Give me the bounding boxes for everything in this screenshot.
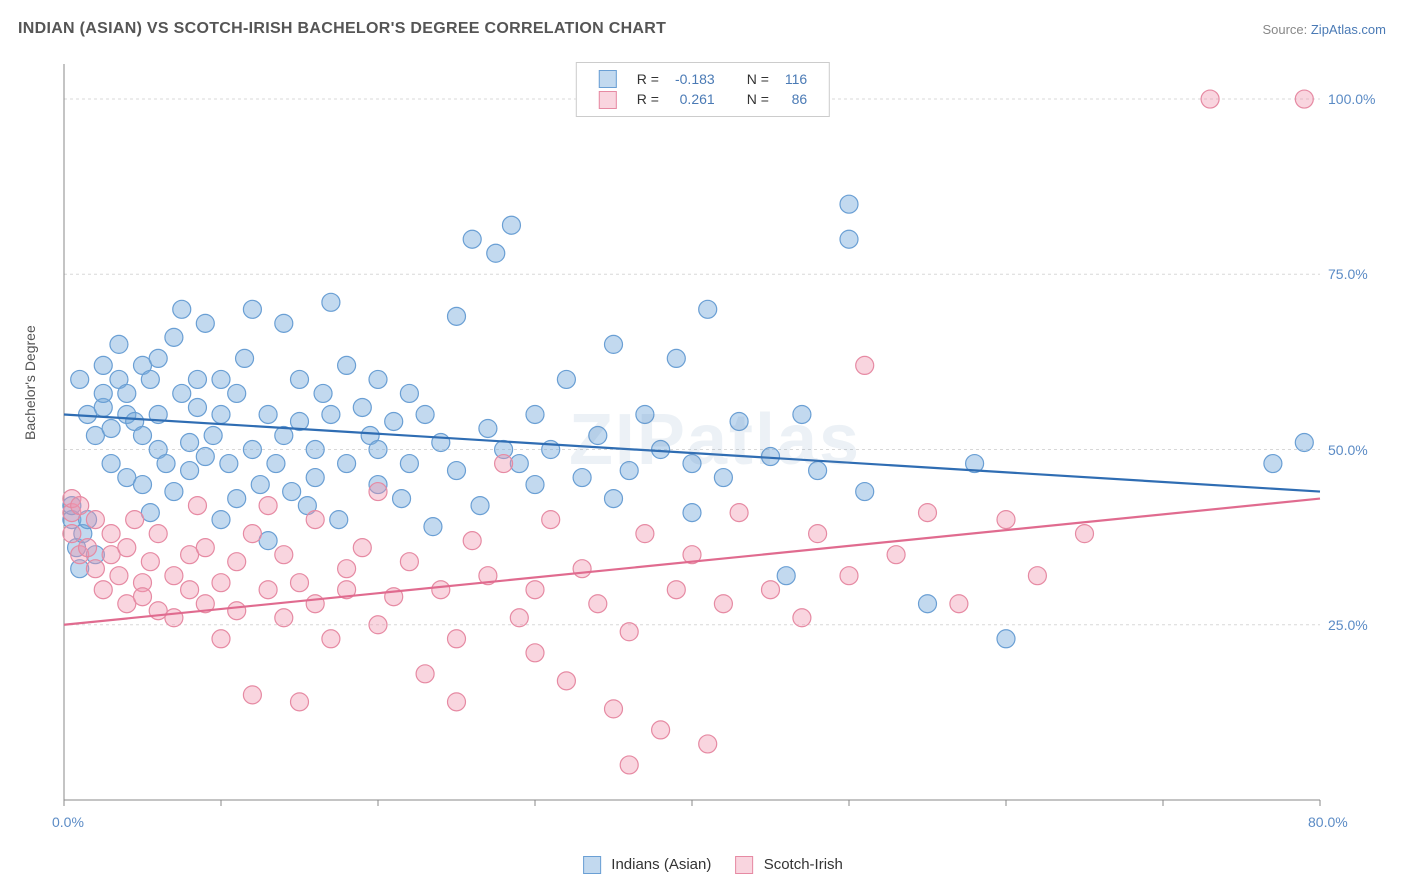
r-label: R = (629, 69, 667, 89)
scatter-chart (60, 60, 1370, 820)
n-value: 86 (777, 89, 815, 109)
source-prefix: Source: (1262, 22, 1310, 37)
r-label: R = (629, 89, 667, 109)
swatch-icon (599, 91, 617, 109)
source-link[interactable]: ZipAtlas.com (1311, 22, 1386, 37)
plot-area: ZIPatlas (60, 60, 1370, 820)
legend-row-series2: R = 0.261 N = 86 (591, 89, 815, 109)
n-label: N = (739, 69, 777, 89)
correlation-legend: R = -0.183 N = 116 R = 0.261 N = 86 (576, 62, 830, 117)
y-tick-label: 75.0% (1328, 266, 1368, 282)
swatch-icon (736, 856, 754, 874)
legend-row-series1: R = -0.183 N = 116 (591, 69, 815, 89)
source-attribution: Source: ZipAtlas.com (1262, 22, 1386, 37)
x-tick-label: 0.0% (52, 814, 84, 830)
n-label: N = (739, 89, 777, 109)
swatch-icon (583, 856, 601, 874)
y-tick-label: 50.0% (1328, 442, 1368, 458)
y-axis-label: Bachelor's Degree (22, 325, 38, 440)
r-value: -0.183 (667, 69, 723, 89)
series-legend: Indians (Asian) Scotch-Irish (563, 856, 843, 874)
r-value: 0.261 (667, 89, 723, 109)
legend-label: Scotch-Irish (764, 856, 843, 873)
swatch-icon (599, 70, 617, 88)
chart-title: INDIAN (ASIAN) VS SCOTCH-IRISH BACHELOR'… (18, 20, 666, 38)
n-value: 116 (777, 69, 815, 89)
y-tick-label: 100.0% (1328, 91, 1375, 107)
x-tick-label: 80.0% (1308, 814, 1348, 830)
y-tick-label: 25.0% (1328, 617, 1368, 633)
legend-label: Indians (Asian) (611, 856, 711, 873)
